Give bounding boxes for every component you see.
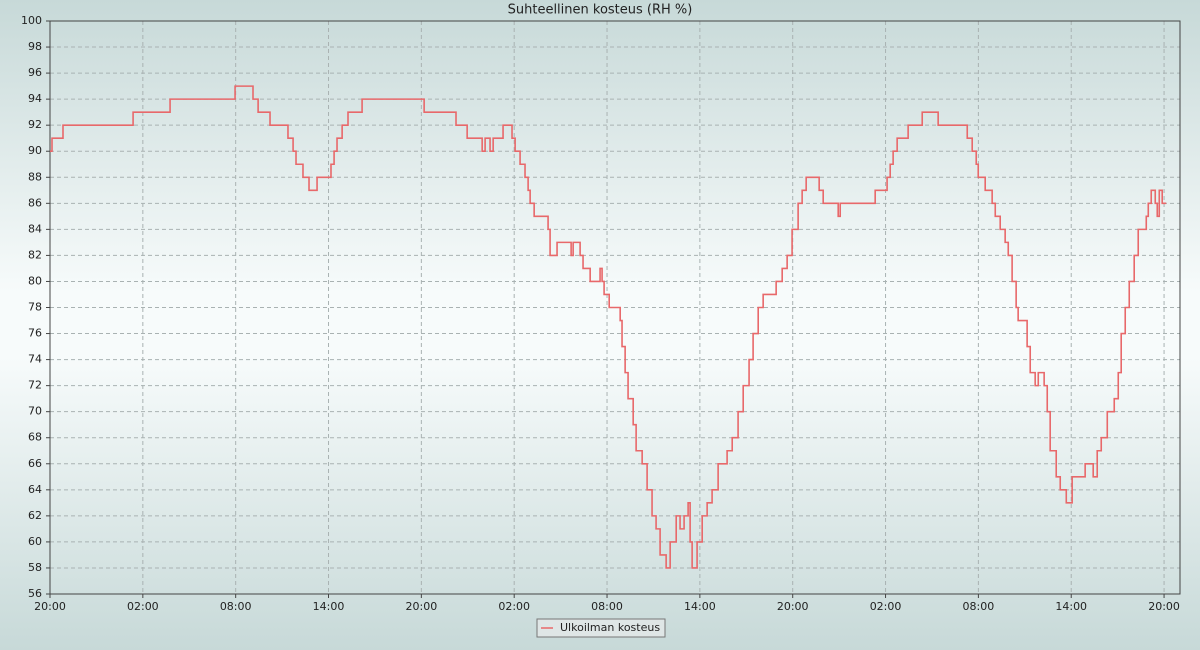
y-tick-label: 88 bbox=[28, 170, 42, 183]
y-tick-label: 72 bbox=[28, 379, 42, 392]
y-tick-label: 58 bbox=[28, 561, 42, 574]
legend-label: Ulkoilman kosteus bbox=[560, 621, 660, 634]
y-tick-label: 78 bbox=[28, 301, 42, 314]
chart-title: Suhteellinen kosteus (RH %) bbox=[508, 3, 693, 18]
y-tick-label: 62 bbox=[28, 509, 42, 522]
data-line bbox=[50, 85, 1167, 569]
legend-box bbox=[536, 618, 666, 638]
x-tick-label: 02:00 bbox=[870, 600, 902, 613]
x-tick-label: 14:00 bbox=[684, 600, 716, 613]
y-tick-label: 70 bbox=[28, 405, 42, 418]
y-tick-label: 76 bbox=[28, 327, 42, 340]
x-tick-label: 08:00 bbox=[220, 600, 252, 613]
x-tick-label: 20:00 bbox=[1148, 600, 1180, 613]
x-tick-label: 08:00 bbox=[591, 600, 623, 613]
y-tick-label: 74 bbox=[28, 353, 42, 366]
marks bbox=[50, 85, 1167, 569]
x-tick-label: 20:00 bbox=[777, 600, 809, 613]
y-tick-label: 84 bbox=[28, 222, 42, 235]
y-tick-label: 92 bbox=[28, 118, 42, 131]
legend: Ulkoilman kosteus bbox=[536, 618, 666, 638]
y-tick-label: 90 bbox=[28, 144, 42, 157]
x-tick-label: 02:00 bbox=[498, 600, 530, 613]
x-tick-label: 20:00 bbox=[34, 600, 66, 613]
x-tick-label: 02:00 bbox=[127, 600, 159, 613]
y-tick-label: 60 bbox=[28, 535, 42, 548]
y-tick-label: 64 bbox=[28, 483, 42, 496]
y-tick-label: 100 bbox=[21, 14, 42, 27]
y-tick-label: 94 bbox=[28, 92, 42, 105]
x-tick-label: 14:00 bbox=[313, 600, 345, 613]
y-tick-label: 66 bbox=[28, 457, 42, 470]
y-tick-label: 56 bbox=[28, 587, 42, 600]
y-tick-label: 96 bbox=[28, 66, 42, 79]
y-tick-label: 98 bbox=[28, 40, 42, 53]
x-tick-label: 20:00 bbox=[406, 600, 438, 613]
y-tick-label: 86 bbox=[28, 196, 42, 209]
y-tick-label: 82 bbox=[28, 248, 42, 261]
y-tick-label: 68 bbox=[28, 431, 42, 444]
y-tick-label: 80 bbox=[28, 274, 42, 287]
plot-frame bbox=[49, 20, 1181, 595]
x-tick-label: 08:00 bbox=[963, 600, 995, 613]
x-tick-label: 14:00 bbox=[1055, 600, 1087, 613]
